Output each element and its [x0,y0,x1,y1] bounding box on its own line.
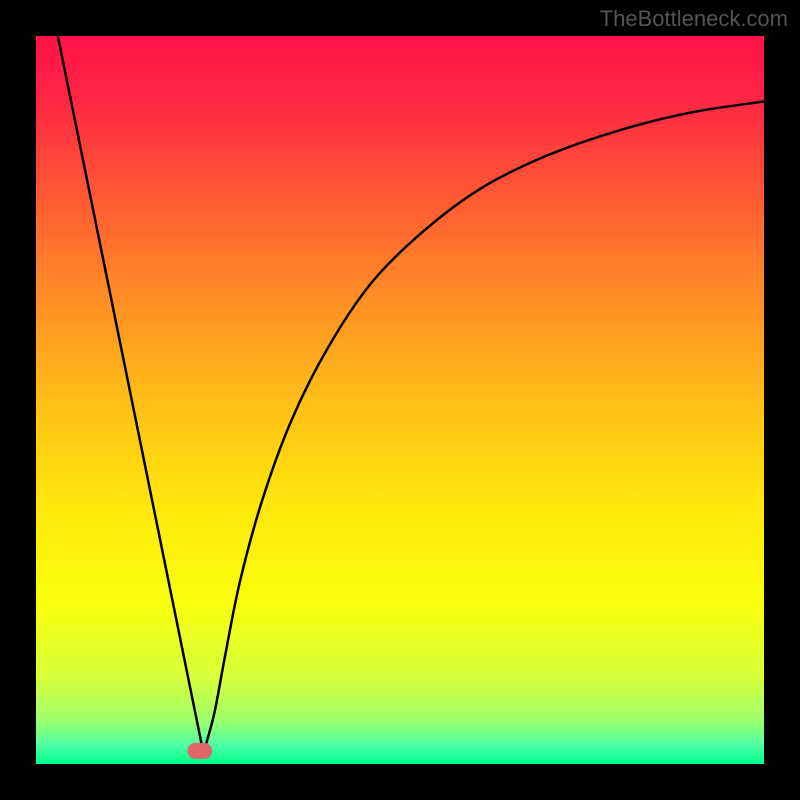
bottleneck-chart [0,0,800,800]
plot-background [36,36,764,764]
optimal-marker [187,743,212,759]
chart-container: TheBottleneck.com [0,0,800,800]
watermark-text: TheBottleneck.com [600,6,788,32]
